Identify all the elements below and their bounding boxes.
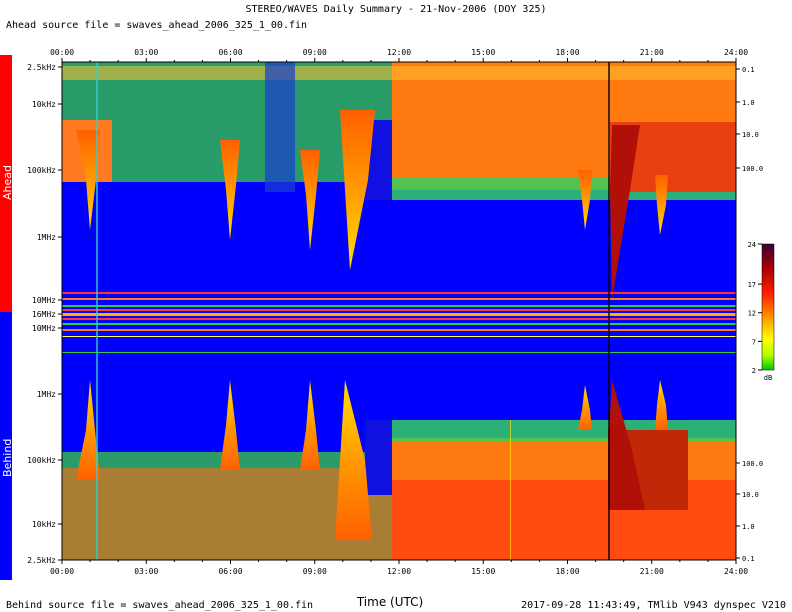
burst-b6 [608, 380, 645, 510]
x-tick-label-bottom: 12:00 [387, 567, 411, 576]
behind-dark-region [365, 420, 392, 495]
ahead-bursts [76, 110, 668, 300]
burst-b3 [300, 380, 320, 470]
x-tick-label-bottom: 00:00 [50, 567, 74, 576]
colorbar-ticks: 24 17 12 7 2 dB [748, 241, 773, 382]
x-tick-label-top: 18:00 [555, 48, 579, 57]
x-tick-label-top: 00:00 [50, 48, 74, 57]
x-tick-label-bottom: 21:00 [640, 567, 664, 576]
behind-source-file: Behind source file = swaves_ahead_2006_3… [6, 600, 314, 611]
y-tick-label-left: 1MHz [37, 390, 56, 399]
behind-bursts [76, 380, 668, 540]
x-tick-label-bottom: 03:00 [134, 567, 158, 576]
y-tick-label-left: 100kHz [27, 456, 56, 465]
y-tick-label-left: 10kHz [32, 100, 56, 109]
burst-b4 [335, 380, 372, 540]
x-tick-label-bottom: 09:00 [303, 567, 327, 576]
burst-b1 [76, 380, 100, 480]
y-tick-label-left: 10MHz [32, 324, 56, 333]
burst-a2 [220, 140, 240, 240]
y-axis-right: 0.1 1.0 10.0 100.0 100.0 10.0 1.0 0.1 [736, 66, 763, 563]
spectrogram-plot [61, 61, 737, 561]
ahead-panel-bar [0, 55, 12, 312]
ahead-source-file: Ahead source file = swaves_ahead_2006_32… [6, 20, 308, 31]
y-tick-label-left: 1MHz [37, 233, 56, 242]
y-tick-label-right: 10.0 [742, 131, 759, 139]
y-tick-label-right: 100.0 [742, 460, 763, 468]
colorbar-tick-label: 2 [752, 367, 756, 375]
y-tick-label-left: 2.5kHz [27, 556, 56, 565]
x-tick-label-bottom: 18:00 [555, 567, 579, 576]
x-tick-label-top: 09:00 [303, 48, 327, 57]
vertical-streaks [96, 62, 610, 560]
x-axis-label: Time (UTC) [356, 595, 424, 609]
x-tick-label-bottom: 06:00 [218, 567, 242, 576]
y-axis-left: 2.5kHz 10kHz 100kHz 1MHz 10MHz 10MHz 1MHz 100kH… [27, 63, 62, 565]
burst-a1 [76, 130, 100, 230]
behind-panel-bar [0, 312, 12, 580]
x-tick-label-top: 12:00 [387, 48, 411, 57]
burst-a7 [655, 175, 668, 235]
ahead-dark-region [265, 62, 295, 192]
y-tick-label-left: 10kHz [32, 520, 56, 529]
x-tick-label-top: 15:00 [471, 48, 495, 57]
burst-a3 [300, 150, 320, 250]
footer-timestamp: 2017-09-28 11:43:49, TMlib V943 dynspec … [521, 600, 786, 611]
x-tick-label-top: 03:00 [134, 48, 158, 57]
x-tick-label-top: 21:00 [640, 48, 664, 57]
y-tick-label-right: 1.0 [742, 99, 755, 107]
x-ticks-bottom: 00:00 03:00 06:00 09:00 12:00 15:00 18:00 21:00… [50, 560, 748, 576]
colorbar-gradient [761, 243, 775, 371]
y-tick-label-right: 10.0 [742, 491, 759, 499]
burst-b7 [655, 380, 668, 430]
burst-a5 [578, 170, 592, 230]
y-tick-label-right: 0.1 [742, 66, 755, 74]
colorbar: 24 17 12 7 2 dB [748, 241, 775, 382]
colorbar-tick-label: 17 [748, 281, 756, 289]
y-tick-label-right: 100.0 [742, 165, 763, 173]
y-tick-label-left: 100kHz [27, 166, 56, 175]
y-tick-label-right: 1.0 [742, 523, 755, 531]
chart-title: STEREO/WAVES Daily Summary - 21-Nov-2006… [245, 4, 547, 15]
y-tick-label-left: 10MHz [32, 296, 56, 305]
colorbar-tick-label: 7 [752, 338, 756, 346]
colorbar-tick-label: 24 [748, 241, 756, 249]
interference-band [62, 292, 736, 353]
x-tick-label-top: 24:00 [724, 48, 748, 57]
y-tick-label-left: 2.5kHz [27, 63, 56, 72]
y-tick-label-center: 16MHz [32, 310, 56, 319]
colorbar-unit-label: dB [764, 374, 772, 382]
colorbar-tick-label: 12 [748, 310, 756, 318]
x-tick-label-top: 06:00 [218, 48, 242, 57]
x-ticks-top: 00:00 03:00 06:00 09:00 12:00 15:00 18:00 21:00… [50, 48, 748, 62]
ahead-top-strip [62, 66, 736, 80]
burst-a6 [610, 125, 640, 300]
x-tick-label-bottom: 15:00 [471, 567, 495, 576]
burst-b2 [220, 380, 240, 470]
burst-a4 [340, 110, 375, 270]
burst-b5 [578, 385, 592, 430]
y-tick-label-right: 0.1 [742, 555, 755, 563]
x-tick-label-bottom: 24:00 [724, 567, 748, 576]
